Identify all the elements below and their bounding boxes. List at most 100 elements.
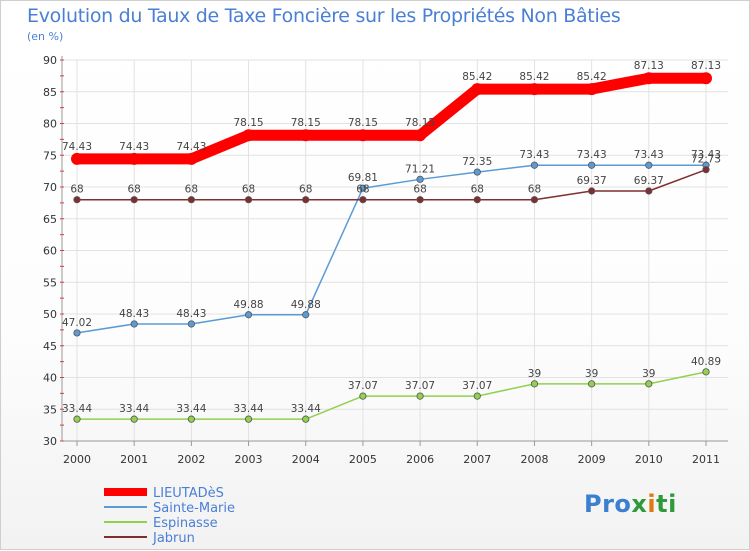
data-label: 85.42 — [577, 71, 607, 83]
data-point — [359, 392, 367, 400]
x-tick-label: 2010 — [635, 453, 663, 466]
axes: 30 35 40 45 50 55 60 65 70 75 80 85 90 2000 2001 2002 20… — [43, 54, 728, 466]
series-line-3 — [76, 168, 707, 201]
data-point — [130, 320, 138, 328]
legend-label: Espinasse — [153, 516, 218, 531]
data-point — [187, 415, 195, 423]
data-label: 37.07 — [348, 380, 378, 392]
data-point — [130, 415, 138, 423]
legend-label: LIEUTADèS — [153, 486, 224, 501]
series-line-2 — [76, 371, 707, 420]
data-label: 69.37 — [577, 175, 607, 187]
data-label: 73.43 — [691, 149, 721, 161]
y-tick-label: 75 — [43, 149, 57, 162]
data-point — [473, 168, 481, 176]
data-point — [73, 415, 81, 423]
data-label: 78.15 — [234, 117, 264, 129]
y-tick-label: 40 — [43, 372, 57, 385]
data-point — [299, 129, 312, 142]
data-point — [700, 72, 712, 85]
data-point — [702, 368, 710, 376]
data-label: 49.88 — [234, 299, 264, 311]
data-label: 33.44 — [62, 403, 92, 415]
data-label: 68 — [127, 184, 140, 196]
data-point — [71, 152, 83, 165]
data-point — [73, 329, 81, 337]
x-tick-label: 2008 — [520, 453, 548, 466]
x-tick-label: 2003 — [235, 453, 263, 466]
data-point — [244, 415, 253, 423]
y-tick-label: 50 — [43, 308, 57, 321]
data-label: 39 — [585, 368, 598, 380]
data-label: 78.15 — [348, 117, 378, 129]
data-point — [416, 175, 424, 183]
data-point — [530, 161, 539, 169]
data-label: 48.43 — [176, 308, 206, 320]
series-line-0 — [71, 72, 712, 165]
data-point — [530, 196, 539, 204]
data-point — [302, 311, 310, 319]
data-point — [645, 380, 653, 388]
legend-label: Sainte-Marie — [153, 501, 235, 516]
data-label: 74.43 — [62, 141, 92, 153]
data-label: 68 — [471, 184, 484, 196]
y-tick-label: 70 — [43, 181, 57, 194]
data-point — [530, 380, 539, 388]
data-point — [414, 129, 427, 142]
data-point — [128, 152, 141, 165]
data-point — [187, 320, 195, 328]
data-point — [187, 196, 195, 204]
data-point — [471, 83, 484, 96]
data-label: 33.44 — [119, 403, 149, 415]
data-point — [645, 161, 653, 169]
y-tick-label: 90 — [43, 54, 57, 67]
data-label: 39 — [642, 368, 655, 380]
x-tick-label: 2011 — [692, 453, 720, 466]
data-label: 33.44 — [234, 403, 264, 415]
data-label: 48.43 — [119, 308, 149, 320]
data-point — [588, 187, 596, 195]
data-label: 47.02 — [62, 317, 92, 329]
x-tick-label: 2001 — [120, 453, 148, 466]
x-tick-label: 2005 — [349, 453, 377, 466]
y-tick-label: 35 — [43, 403, 57, 416]
data-label: 74.43 — [119, 141, 149, 153]
data-label: 85.42 — [519, 71, 549, 83]
data-point — [588, 380, 596, 388]
data-label: 68 — [356, 184, 369, 196]
data-label: 37.07 — [405, 380, 435, 392]
data-label: 68 — [528, 184, 541, 196]
data-point — [585, 83, 598, 96]
data-label: 40.89 — [691, 356, 721, 368]
chart-title: Evolution du Taux de Taxe Foncière sur l… — [27, 5, 621, 27]
data-label: 87.13 — [634, 60, 664, 72]
data-label: 73.43 — [519, 149, 549, 161]
data-label: 37.07 — [462, 380, 492, 392]
data-point — [185, 152, 198, 165]
data-label: 69.37 — [634, 175, 664, 187]
x-tick-label: 2002 — [177, 453, 205, 466]
data-label: 73.43 — [634, 149, 664, 161]
data-point — [473, 196, 481, 204]
data-point — [416, 196, 424, 204]
data-point — [356, 129, 369, 142]
data-label: 69.81 — [348, 172, 378, 184]
x-tick-label: 2000 — [63, 453, 91, 466]
data-label: 87.13 — [691, 60, 721, 72]
data-point — [244, 311, 253, 319]
data-point — [645, 187, 653, 195]
data-label: 39 — [528, 368, 541, 380]
data-point — [528, 83, 541, 96]
data-label: 72.73 — [691, 154, 721, 166]
data-label: 33.44 — [291, 403, 321, 415]
data-point — [416, 392, 424, 400]
data-label: 33.44 — [176, 403, 206, 415]
data-labels: 47.02 48.43 48.43 49.88 49.88 69.81 71.21 72.35… — [62, 60, 721, 415]
data-point — [642, 72, 655, 85]
x-tick-label: 2004 — [292, 453, 320, 466]
y-tick-label: 30 — [43, 435, 57, 448]
y-tick-label: 45 — [43, 340, 57, 353]
x-tick-label: 2006 — [406, 453, 434, 466]
